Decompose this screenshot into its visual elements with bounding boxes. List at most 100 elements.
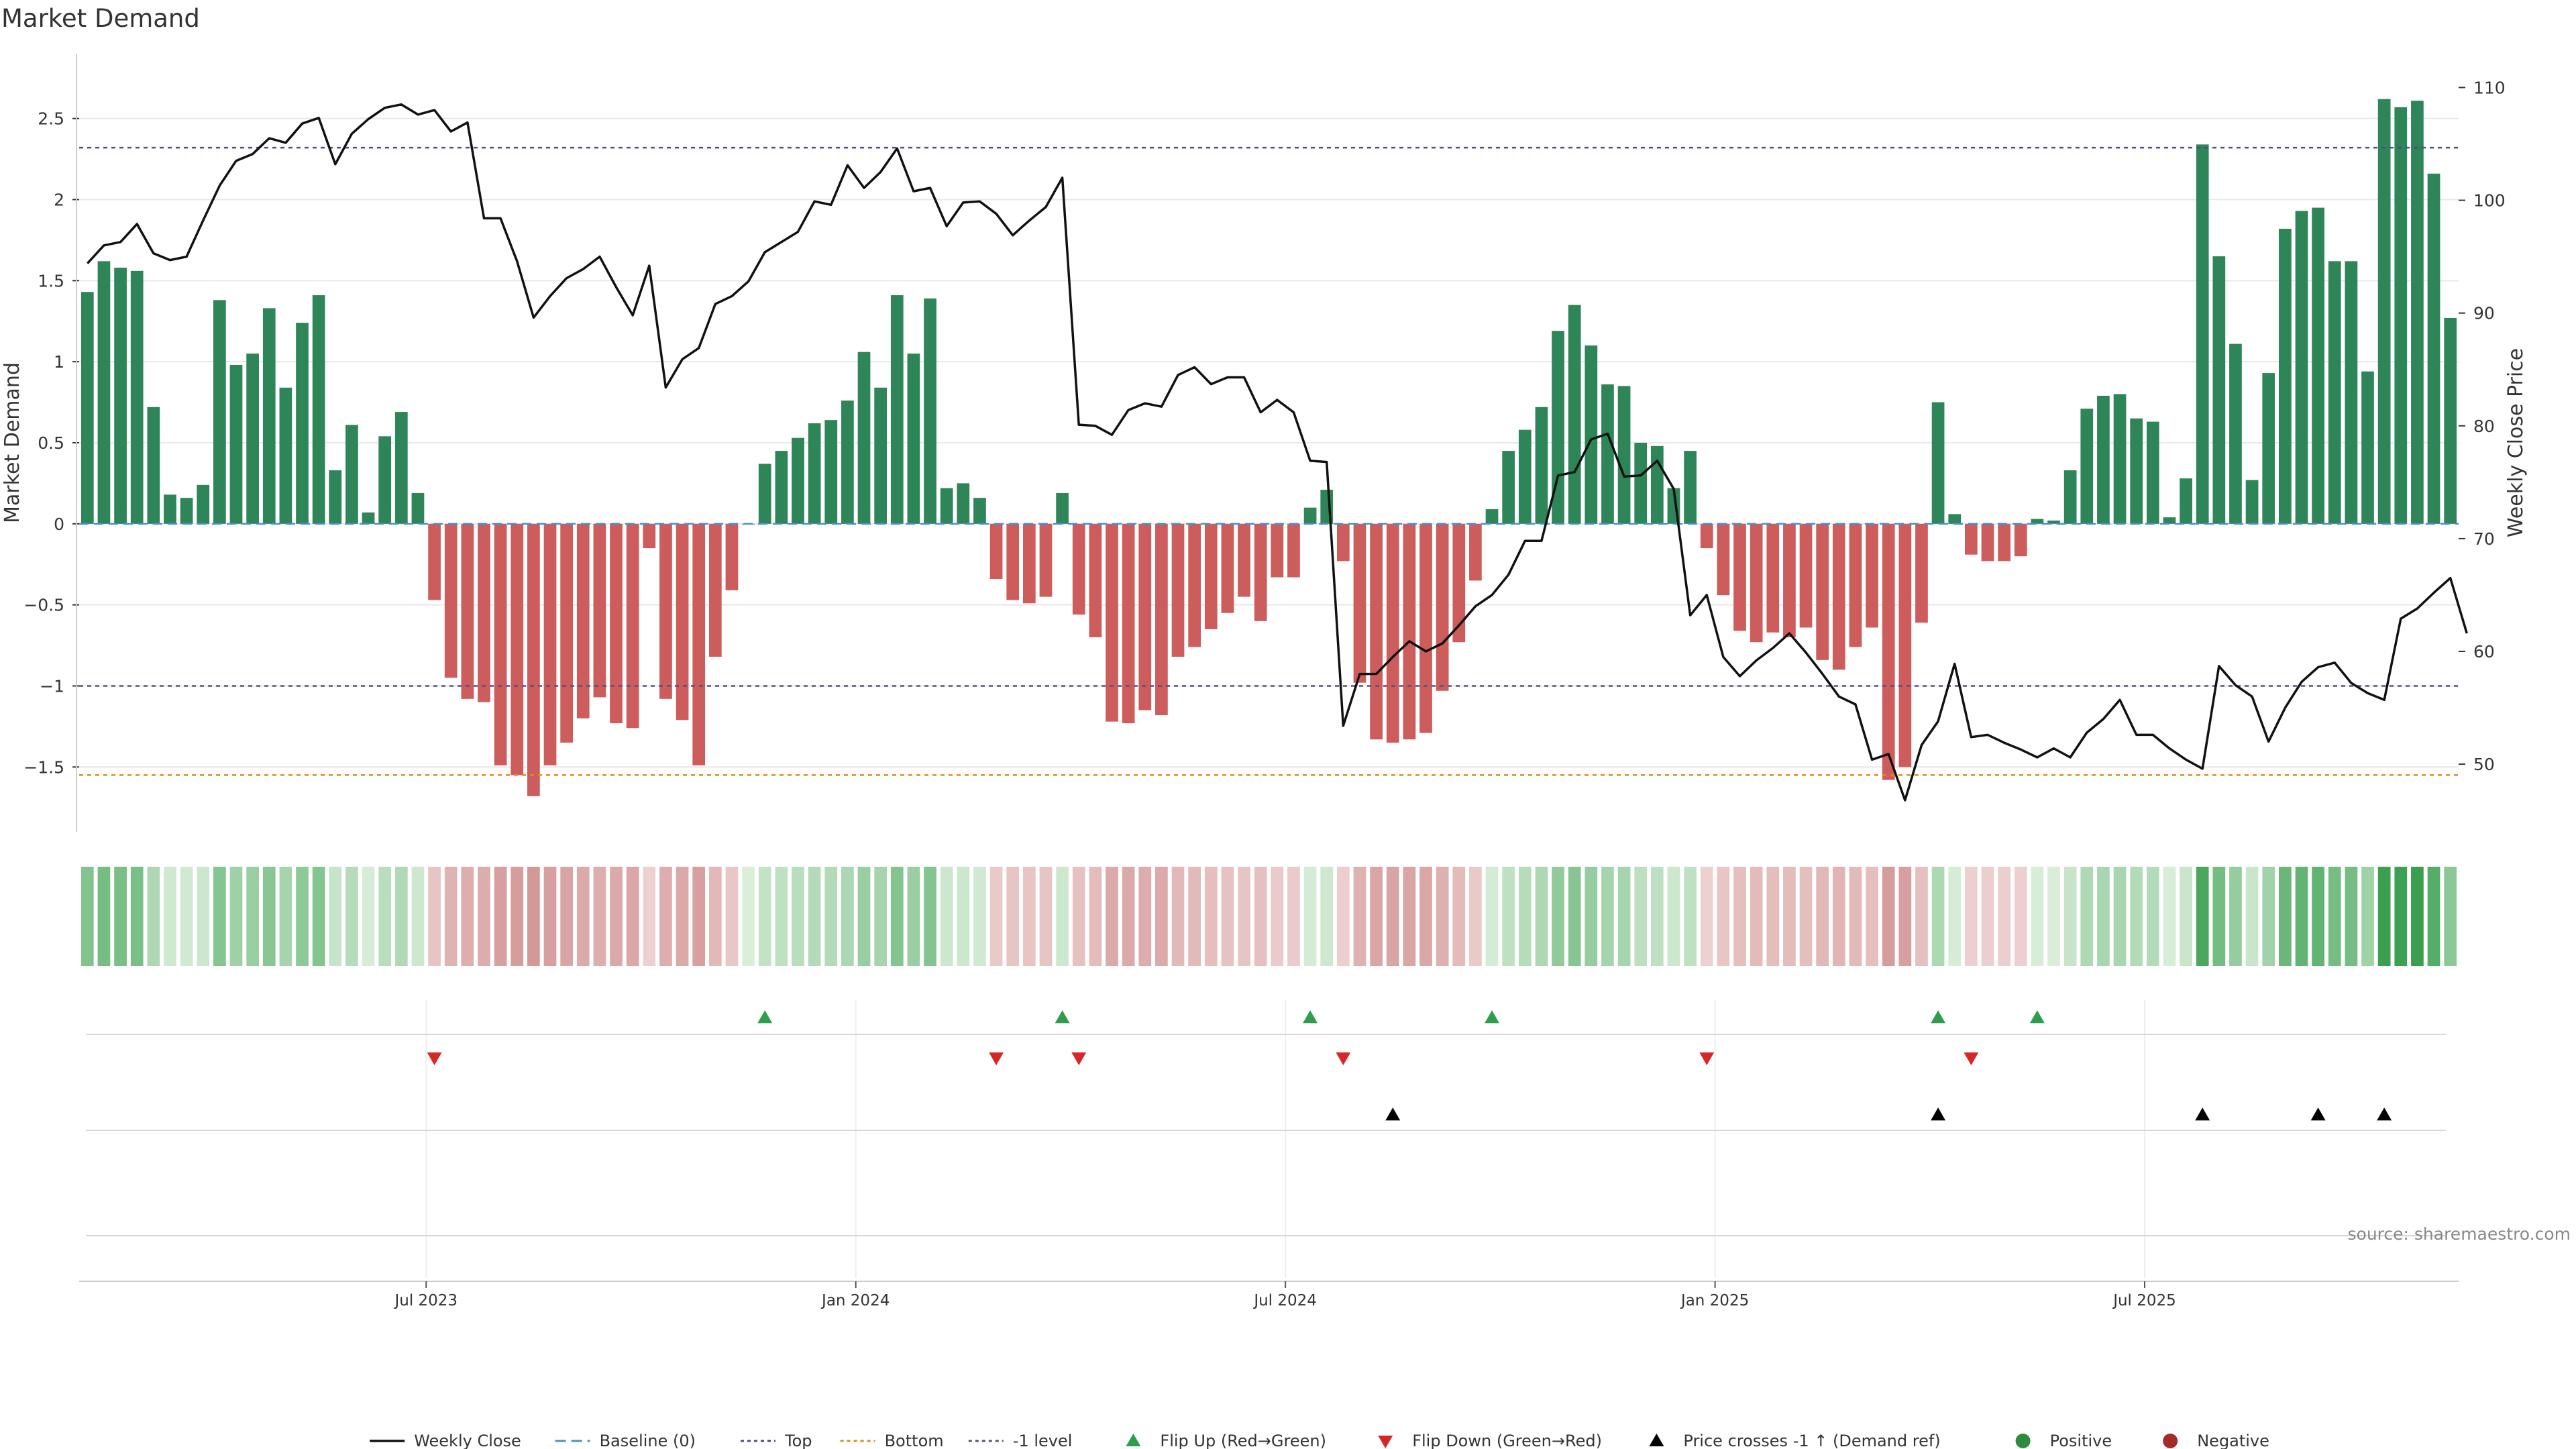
heat-cell bbox=[725, 867, 739, 966]
y2-axis-label: Weekly Close Price bbox=[2504, 348, 2528, 537]
heat-cell bbox=[1171, 867, 1185, 966]
heat-cell bbox=[1535, 867, 1548, 966]
negative-bar bbox=[1370, 523, 1383, 740]
y-axis-label: Market Demand bbox=[1, 362, 24, 523]
positive-bar bbox=[924, 298, 936, 524]
y2-tick-label: 60 bbox=[2473, 642, 2495, 661]
positive-bar bbox=[1502, 451, 1515, 524]
negative-bar bbox=[1783, 523, 1796, 637]
price-cross-marker bbox=[2377, 1108, 2392, 1121]
positive-bar bbox=[80, 292, 94, 524]
y-tick-label: 1 bbox=[54, 352, 64, 372]
heat-cell bbox=[1485, 867, 1499, 966]
chart-title: Market Demand bbox=[1, 4, 200, 33]
y2-tick-label: 110 bbox=[2473, 78, 2506, 97]
heat-cell bbox=[1254, 867, 1267, 966]
heat-cell bbox=[1287, 867, 1300, 966]
x-tick-label: Jan 2025 bbox=[1680, 1292, 1749, 1309]
positive-bar bbox=[1056, 492, 1069, 524]
negative-bar bbox=[1436, 523, 1449, 691]
heat-cell bbox=[411, 867, 425, 966]
heat-cell bbox=[775, 867, 788, 966]
negative-bar bbox=[1419, 523, 1432, 733]
negative-bar bbox=[1998, 523, 2010, 561]
positive-bar bbox=[1518, 429, 1532, 524]
heat-cell bbox=[394, 867, 408, 966]
heat-cell bbox=[246, 867, 259, 966]
positive-bar bbox=[775, 451, 788, 524]
positive-bar bbox=[2047, 521, 2060, 524]
heat-cell bbox=[362, 867, 375, 966]
legend-triangle-up-icon bbox=[1649, 1434, 1664, 1446]
y2-tick-label: 100 bbox=[2473, 191, 2506, 211]
heat-cell bbox=[626, 867, 639, 966]
heat-cell bbox=[857, 867, 871, 966]
positive-bar bbox=[2295, 211, 2308, 524]
positive-bar bbox=[758, 464, 771, 524]
negative-bar bbox=[659, 523, 672, 699]
heat-cell bbox=[2394, 867, 2408, 966]
negative-bar bbox=[560, 523, 574, 743]
y-tick-label: 0.5 bbox=[38, 433, 64, 453]
reference-lines bbox=[79, 146, 2459, 776]
positive-bar bbox=[1585, 345, 1598, 524]
positive-bar bbox=[2212, 256, 2226, 524]
positive-bar bbox=[973, 498, 986, 524]
flip-down-marker bbox=[989, 1052, 1004, 1065]
price-cross-marker bbox=[2310, 1108, 2326, 1121]
heat-cell bbox=[957, 867, 970, 966]
grid bbox=[79, 117, 2459, 1278]
heat-cell bbox=[511, 867, 524, 966]
y-tick-label: −0.5 bbox=[23, 596, 64, 615]
negative-bar bbox=[1022, 523, 1036, 604]
positive-bar bbox=[890, 295, 904, 524]
x-tick-label: Jul 2025 bbox=[2112, 1292, 2176, 1309]
heat-cell bbox=[593, 867, 606, 966]
positive-bar bbox=[329, 470, 342, 524]
negative-bar bbox=[1700, 523, 1713, 549]
heat-cell bbox=[478, 867, 490, 966]
heat-cell bbox=[2411, 867, 2424, 966]
positive-bar bbox=[808, 423, 821, 524]
heat-cell bbox=[1089, 867, 1102, 966]
heat-cell bbox=[1832, 867, 1845, 966]
heat-cell bbox=[2146, 867, 2159, 966]
negative-bar bbox=[1072, 523, 1085, 615]
negative-bar bbox=[725, 523, 739, 590]
heat-cell bbox=[742, 867, 755, 966]
positive-bar bbox=[957, 483, 970, 524]
heat-cell bbox=[1122, 867, 1135, 966]
heat-cell bbox=[692, 867, 706, 966]
negative-bar bbox=[2014, 523, 2027, 557]
legend-triangle-up-icon bbox=[1126, 1434, 1141, 1446]
positive-bar bbox=[2394, 107, 2408, 524]
positive-bar bbox=[345, 425, 358, 524]
positive-bar bbox=[2097, 395, 2110, 524]
heat-cell bbox=[2014, 867, 2027, 966]
flip-up-marker bbox=[1303, 1010, 1318, 1024]
negative-bar bbox=[1138, 523, 1152, 710]
negative-bar bbox=[1766, 523, 1780, 633]
heat-cell bbox=[1931, 867, 1945, 966]
y-tick-label: 2.5 bbox=[38, 109, 64, 129]
heat-cell bbox=[1766, 867, 1780, 966]
legend-circle-icon bbox=[2163, 1434, 2178, 1448]
heat-cell bbox=[2196, 867, 2209, 966]
heat-cell bbox=[1022, 867, 1036, 966]
price-cross-marker bbox=[2195, 1108, 2210, 1121]
negative-bar bbox=[1336, 523, 1350, 561]
heat-cell bbox=[1717, 867, 1730, 966]
negative-bar bbox=[1733, 523, 1746, 631]
heat-cell bbox=[2130, 867, 2143, 966]
positive-bar bbox=[2196, 144, 2209, 524]
heat-cell bbox=[543, 867, 557, 966]
legend-circle-icon bbox=[2015, 1434, 2031, 1448]
legend-label: Top bbox=[784, 1432, 812, 1449]
y-tick-label: 2 bbox=[54, 191, 64, 210]
heat-cell bbox=[2444, 867, 2457, 966]
flip-down-marker bbox=[1699, 1052, 1715, 1065]
negative-bar bbox=[1799, 523, 1813, 628]
positive-bar bbox=[2427, 173, 2440, 524]
legend-label: Weekly Close bbox=[414, 1432, 521, 1449]
heat-cell bbox=[1568, 867, 1581, 966]
